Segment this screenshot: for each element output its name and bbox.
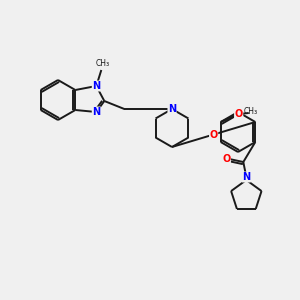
Text: O: O	[222, 154, 230, 164]
Text: N: N	[92, 107, 101, 117]
Text: N: N	[242, 172, 250, 182]
Text: CH₃: CH₃	[95, 59, 110, 68]
Text: CH₃: CH₃	[244, 107, 258, 116]
Text: O: O	[209, 130, 218, 140]
Text: N: N	[92, 81, 101, 91]
Text: O: O	[235, 109, 243, 119]
Text: N: N	[168, 104, 176, 114]
